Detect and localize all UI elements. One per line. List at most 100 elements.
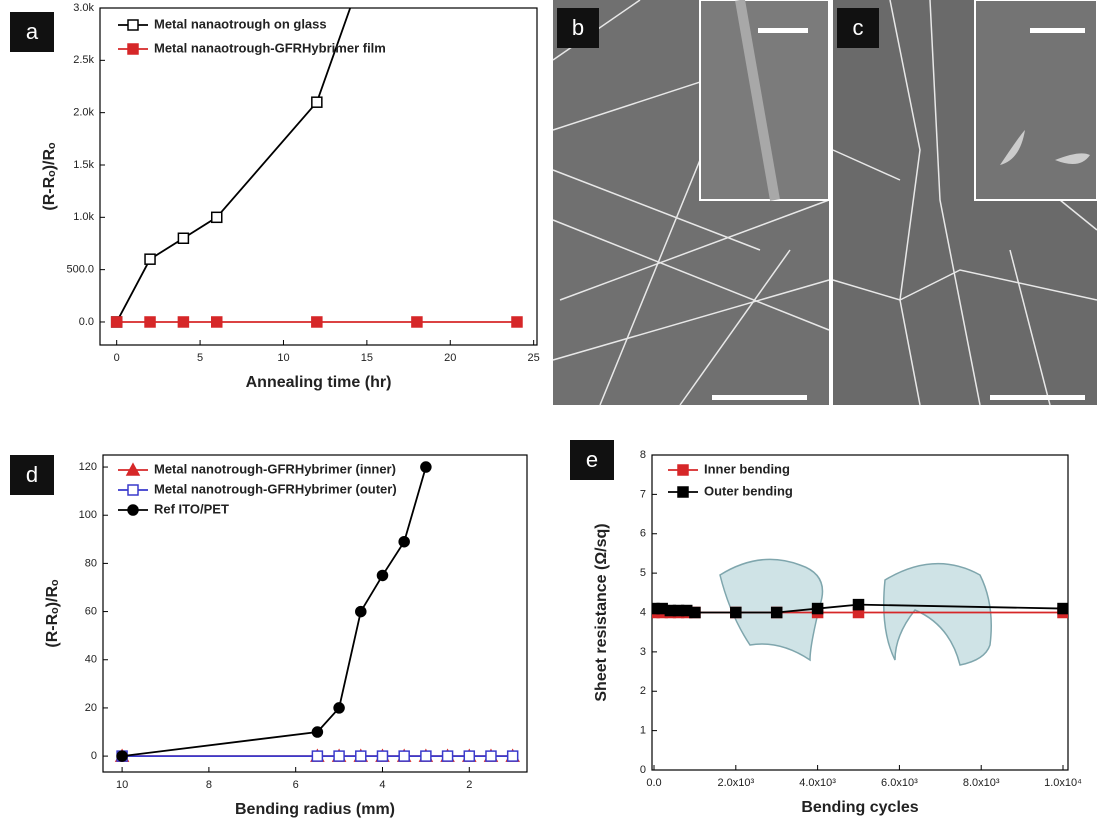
marker <box>145 254 155 264</box>
y-tick-label: 0 <box>91 750 97 762</box>
marker <box>690 608 700 618</box>
marker <box>112 317 122 327</box>
x-tick-label: 6 <box>293 779 299 791</box>
legend-marker <box>128 20 138 30</box>
x-tick-label: 20 <box>444 352 456 364</box>
x-tick-label: 6.0x10³ <box>881 777 918 789</box>
y-tick-label: 2.0k <box>73 107 94 119</box>
marker <box>212 212 222 222</box>
marker <box>377 751 387 761</box>
y-tick-label: 1.0k <box>73 211 94 223</box>
x-tick-label: 8 <box>206 779 212 791</box>
panel-label: e <box>586 447 598 472</box>
marker <box>813 604 823 614</box>
marker <box>334 703 344 713</box>
x-tick-label: 0.0 <box>646 777 661 789</box>
y-tick-label: 20 <box>85 702 97 714</box>
y-tick-label: 60 <box>85 605 97 617</box>
sem-image-b: b <box>553 0 829 405</box>
x-tick-label: 25 <box>528 352 540 364</box>
x-axis-title: Bending cycles <box>801 799 918 816</box>
marker <box>772 608 782 618</box>
y-tick-label: 2 <box>640 685 646 697</box>
y-tick-label: 500.0 <box>66 264 94 276</box>
legend-label: Inner bending <box>704 461 790 476</box>
marker <box>854 600 864 610</box>
marker <box>421 462 431 472</box>
marker <box>377 570 387 580</box>
marker <box>312 751 322 761</box>
marker <box>399 537 409 547</box>
legend-marker <box>128 44 138 54</box>
x-tick-label: 10 <box>277 352 289 364</box>
marker <box>464 751 474 761</box>
x-tick-label: 8.0x10³ <box>963 777 1000 789</box>
y-axis-title: Sheet resistance (Ω/sq) <box>593 523 610 701</box>
marker <box>412 317 422 327</box>
marker <box>356 751 366 761</box>
y-tick-label: 1.5k <box>73 159 94 171</box>
panel-label: a <box>26 19 39 44</box>
legend-label: Ref ITO/PET <box>154 501 229 516</box>
marker <box>399 751 409 761</box>
marker <box>178 317 188 327</box>
legend-label: Outer bending <box>704 483 793 498</box>
y-tick-label: 0.0 <box>79 316 94 328</box>
marker <box>421 751 431 761</box>
x-tick-label: 5 <box>197 352 203 364</box>
x-tick-label: 0 <box>114 352 120 364</box>
marker <box>356 607 366 617</box>
y-tick-label: 80 <box>85 557 97 569</box>
y-tick-label: 120 <box>79 461 97 473</box>
panel-label: c <box>853 15 864 40</box>
y-axis-title: (R-Rₒ)/Rₒ <box>41 142 58 211</box>
legend-marker <box>678 465 688 475</box>
x-tick-label: 1.0x10⁴ <box>1044 777 1082 789</box>
marker <box>443 751 453 761</box>
marker <box>312 317 322 327</box>
x-tick-label: 10 <box>116 779 128 791</box>
y-tick-label: 40 <box>85 654 97 666</box>
x-tick-label: 4 <box>379 779 385 791</box>
y-tick-label: 5 <box>640 567 646 579</box>
x-axis-title: Bending radius (mm) <box>235 801 395 818</box>
marker <box>334 751 344 761</box>
y-tick-label: 8 <box>640 449 646 461</box>
marker <box>1058 604 1068 614</box>
legend-label: Metal nanaotrough-GFRHybrimer film <box>154 40 386 55</box>
x-tick-label: 4.0x10³ <box>799 777 836 789</box>
marker <box>486 751 496 761</box>
marker <box>512 317 522 327</box>
figure: b c 05101520250.0500.01.0k1.5k2.0k2.5k3.… <box>0 0 1097 829</box>
marker <box>178 233 188 243</box>
plot-area <box>649 600 1068 618</box>
legend-marker <box>128 505 138 515</box>
y-axis-title: (R-Rₒ)/Rₒ <box>44 579 61 648</box>
x-tick-label: 2.0x10³ <box>717 777 754 789</box>
legend-label: Metal nanotrough-GFRHybrimer (outer) <box>154 481 397 496</box>
y-tick-label: 100 <box>79 509 97 521</box>
panel-label: b <box>572 15 584 40</box>
sem-image-c: c <box>833 0 1097 405</box>
y-tick-label: 6 <box>640 528 646 540</box>
y-tick-label: 1 <box>640 725 646 737</box>
marker <box>731 608 741 618</box>
y-tick-label: 7 <box>640 488 646 500</box>
legend-label: Metal nanaotrough on glass <box>154 16 327 31</box>
y-tick-label: 4 <box>640 606 646 618</box>
marker <box>312 97 322 107</box>
x-axis-title: Annealing time (hr) <box>246 374 392 391</box>
legend-marker <box>128 485 138 495</box>
marker <box>508 751 518 761</box>
marker <box>117 751 127 761</box>
marker <box>312 727 322 737</box>
y-tick-label: 0 <box>640 764 646 776</box>
marker <box>212 317 222 327</box>
x-tick-label: 2 <box>466 779 472 791</box>
panel-label: d <box>26 462 38 487</box>
y-tick-label: 3 <box>640 646 646 658</box>
marker <box>145 317 155 327</box>
x-tick-label: 15 <box>361 352 373 364</box>
y-tick-label: 2.5k <box>73 54 94 66</box>
legend-marker <box>678 487 688 497</box>
